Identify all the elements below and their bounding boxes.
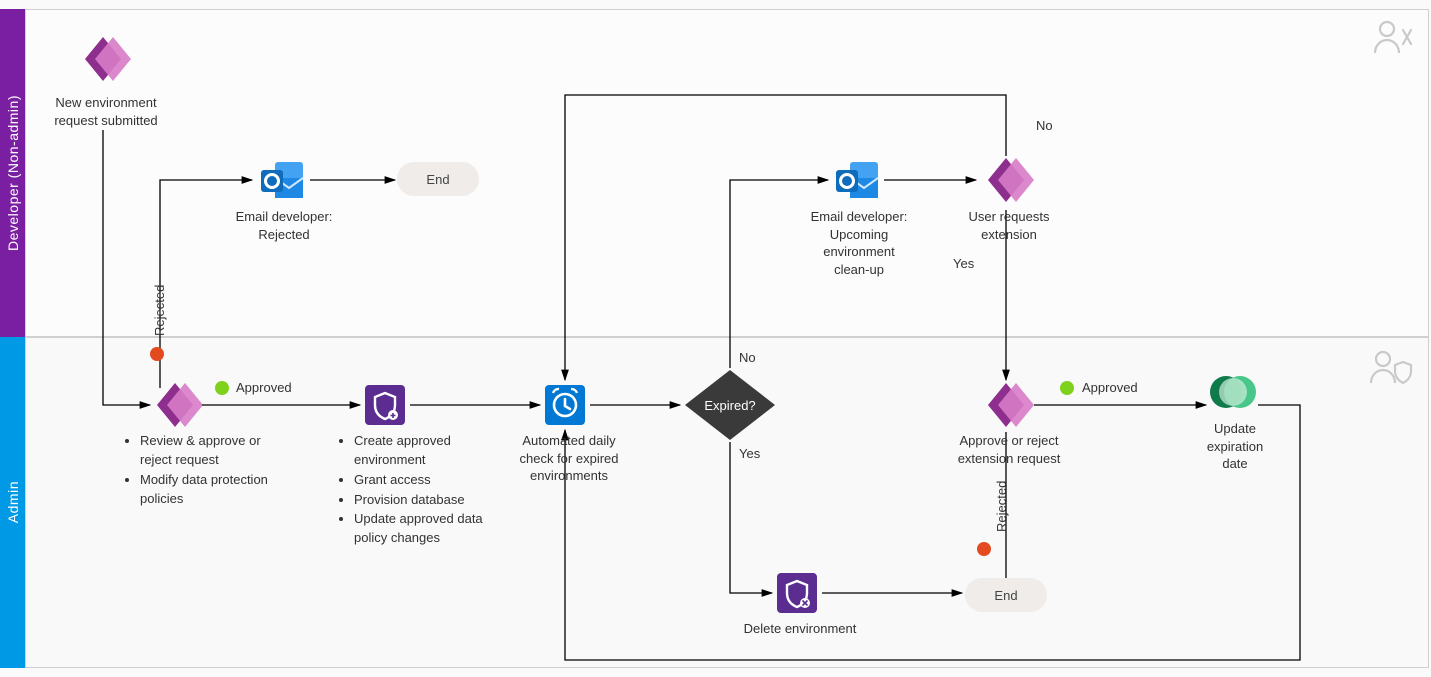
edge-label-approved: Approved	[1082, 380, 1138, 395]
edge-label-yes: Yes	[739, 446, 760, 461]
node-label: Updateexpirationdate	[1186, 420, 1284, 473]
lane-developer-label: Developer (Non-admin)	[0, 9, 25, 337]
edge-label-rejected: Rejected	[994, 481, 1009, 532]
node-label: Delete environment	[732, 620, 868, 638]
developer-role-icon	[1373, 18, 1415, 56]
node-label: Automated dailycheck for expiredenvironm…	[509, 432, 629, 485]
status-dot-approved	[215, 381, 229, 395]
edge-label-approved: Approved	[236, 380, 292, 395]
node-label: Approve or rejectextension request	[946, 432, 1072, 467]
node-label: Email developer:Upcomingenvironmentclean…	[798, 208, 920, 278]
edge-label-yes: Yes	[953, 256, 974, 271]
status-dot-rejected	[977, 542, 991, 556]
edge-label-no: No	[1036, 118, 1053, 133]
node-label: New environmentrequest submitted	[46, 94, 166, 129]
lane-developer-bg	[25, 9, 1429, 337]
node-label: Email developer:Rejected	[226, 208, 342, 243]
edge-label-no: No	[739, 350, 756, 365]
admin-role-icon	[1369, 348, 1415, 386]
lane-admin-label: Admin	[0, 337, 25, 668]
node-bullets-review: Review & approve or reject request Modif…	[126, 432, 286, 509]
status-dot-approved	[1060, 381, 1074, 395]
edge-label-rejected: Rejected	[152, 285, 167, 336]
end-node: End	[965, 578, 1047, 612]
status-dot-rejected	[150, 347, 164, 361]
end-node: End	[397, 162, 479, 196]
diagram-canvas: Developer (Non-admin) Admin	[0, 0, 1431, 677]
node-label: User requestsextension	[956, 208, 1062, 243]
node-bullets-create: Create approved environment Grant access…	[340, 432, 510, 549]
